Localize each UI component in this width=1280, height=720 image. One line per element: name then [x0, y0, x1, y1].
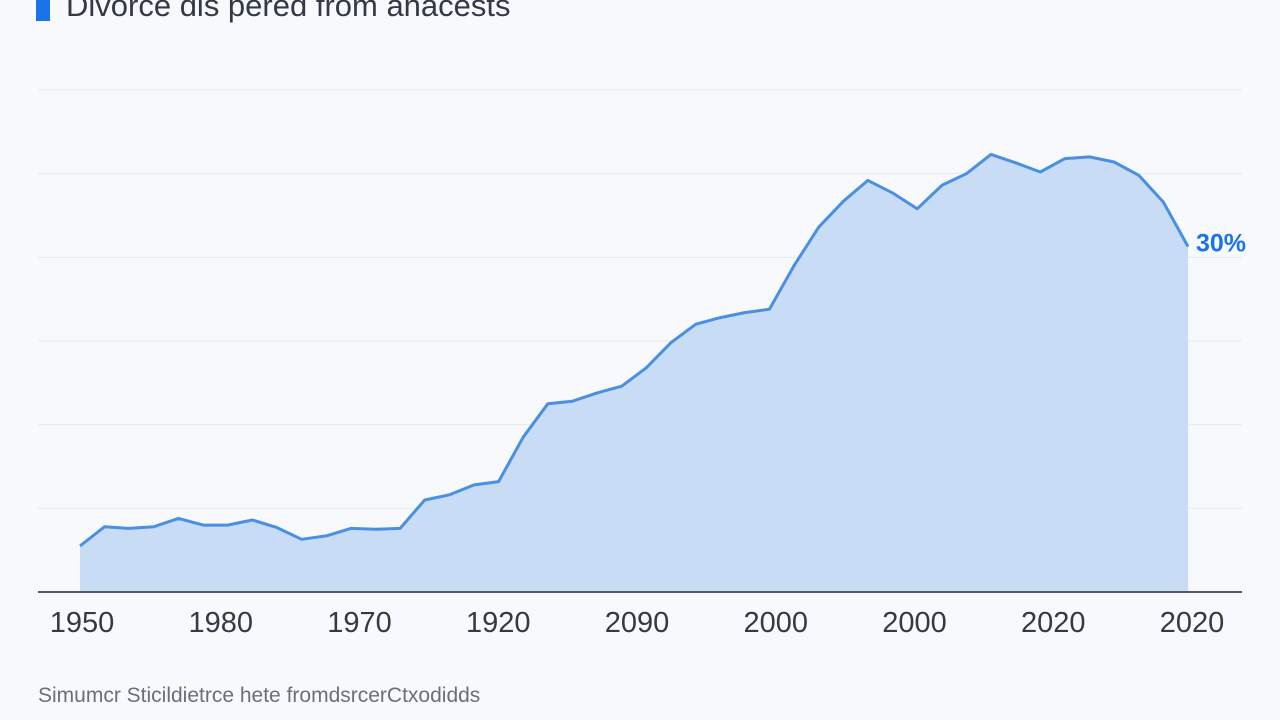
title-marker-icon: [36, 0, 50, 21]
x-tick-label: 2000: [743, 607, 808, 639]
series-line: [79, 152, 1190, 548]
x-tick-label: 2020: [1160, 607, 1225, 639]
x-tick-label: 1920: [466, 607, 531, 639]
x-tick-label: 2000: [882, 607, 947, 639]
x-tick-label: 2020: [1021, 607, 1086, 639]
chart-title: Divorce dis pered from ahacests: [66, 0, 511, 23]
x-tick-label: 1950: [50, 607, 115, 639]
series-area: [80, 154, 1188, 592]
x-tick-label: 1970: [327, 607, 392, 639]
x-tick-label: 2090: [605, 607, 670, 639]
end-value-label: 30%: [1196, 229, 1246, 257]
chart-header: Divorce dis pered from ahacests: [36, 0, 511, 26]
x-axis-ticks: 1950 1980 1970 1920 2090 2000 2000 2020 2020: [50, 607, 1225, 639]
source-note: Simumcr Sticildietrce hete fromdsrcerCtx…: [38, 684, 481, 707]
x-tick-label: 1980: [188, 607, 253, 639]
